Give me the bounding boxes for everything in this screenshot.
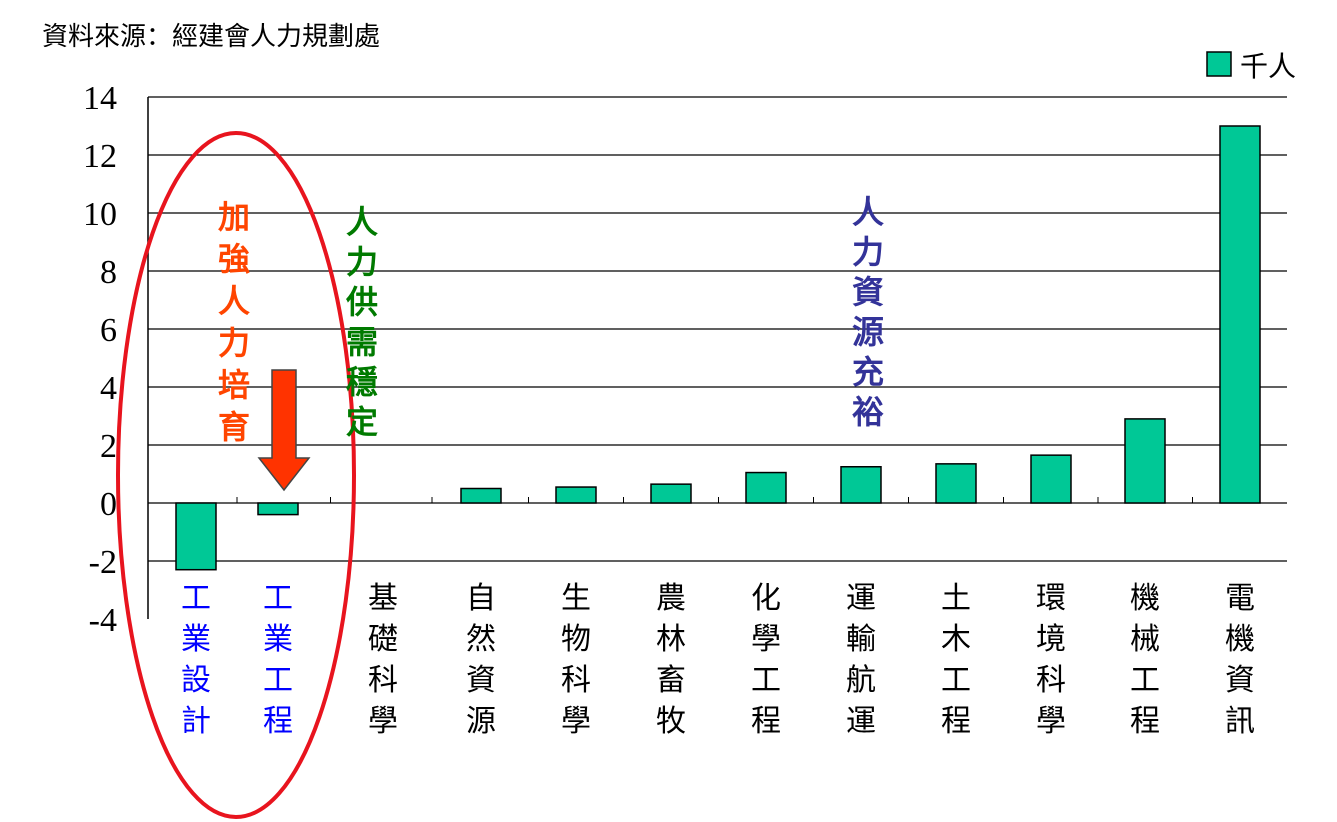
- y-tick-label: 6: [100, 312, 117, 349]
- bar: [1030, 454, 1072, 504]
- category-label: 機械工程: [1130, 581, 1160, 739]
- annotation-stable: 人力供需穩定: [346, 203, 378, 441]
- source-note: 資料來源：經建會人力規劃處: [42, 22, 380, 52]
- y-tick-label: 4: [100, 370, 117, 407]
- down-arrow-icon: [257, 369, 311, 492]
- bar: [555, 486, 597, 504]
- category-label: 基礎科學: [368, 581, 398, 739]
- bar: [840, 466, 882, 504]
- y-tick-label: 0: [100, 486, 117, 523]
- y-tick-label: 2: [100, 428, 117, 465]
- category-label: 電機資訊: [1225, 581, 1255, 739]
- y-tick-label: 12: [83, 138, 117, 175]
- grid-lines: [148, 96, 1287, 562]
- annotation-ample: 人力資源充裕: [852, 193, 884, 431]
- bar: [257, 502, 299, 516]
- category-label: 環境科學: [1036, 581, 1066, 739]
- bars: [175, 125, 1261, 571]
- bar: [935, 463, 977, 504]
- y-tick-label: 8: [100, 254, 117, 291]
- category-label: 運輸航運: [846, 581, 876, 739]
- y-axis: 14 12 10 8 6 4 2 0 -2 -4: [83, 80, 149, 639]
- bar: [1219, 125, 1261, 504]
- category-label: 化學工程: [751, 581, 781, 739]
- y-tick-label: 10: [83, 196, 117, 233]
- category-label: 工業設計: [181, 581, 211, 739]
- bar: [745, 471, 787, 504]
- category-labels: 工業設計 工業工程 基礎科學 自然資源 生物科學 農林畜牧 化學工程 運輸航運 土木工程 環境科學…: [181, 581, 1255, 739]
- bar: [650, 483, 692, 504]
- highlight-ellipse: [116, 131, 356, 819]
- bar: [1124, 418, 1166, 504]
- bar: [175, 502, 217, 571]
- legend-label: 千人: [1240, 50, 1296, 83]
- annotations: 加強人力培育 人力供需穩定 人力資源充裕: [218, 193, 884, 446]
- legend-swatch: [1206, 51, 1232, 77]
- category-label: 自然資源: [466, 581, 496, 739]
- y-tick-label: -4: [89, 602, 117, 639]
- bar: [460, 487, 502, 504]
- category-label: 工業工程: [263, 581, 293, 739]
- y-tick-label: 14: [83, 80, 117, 117]
- category-label: 農林畜牧: [656, 581, 686, 739]
- y-tick-label: -2: [89, 544, 117, 581]
- category-label: 土木工程: [941, 581, 971, 739]
- annotation-strengthen: 加強人力培育: [218, 198, 250, 446]
- category-label: 生物科學: [561, 581, 591, 739]
